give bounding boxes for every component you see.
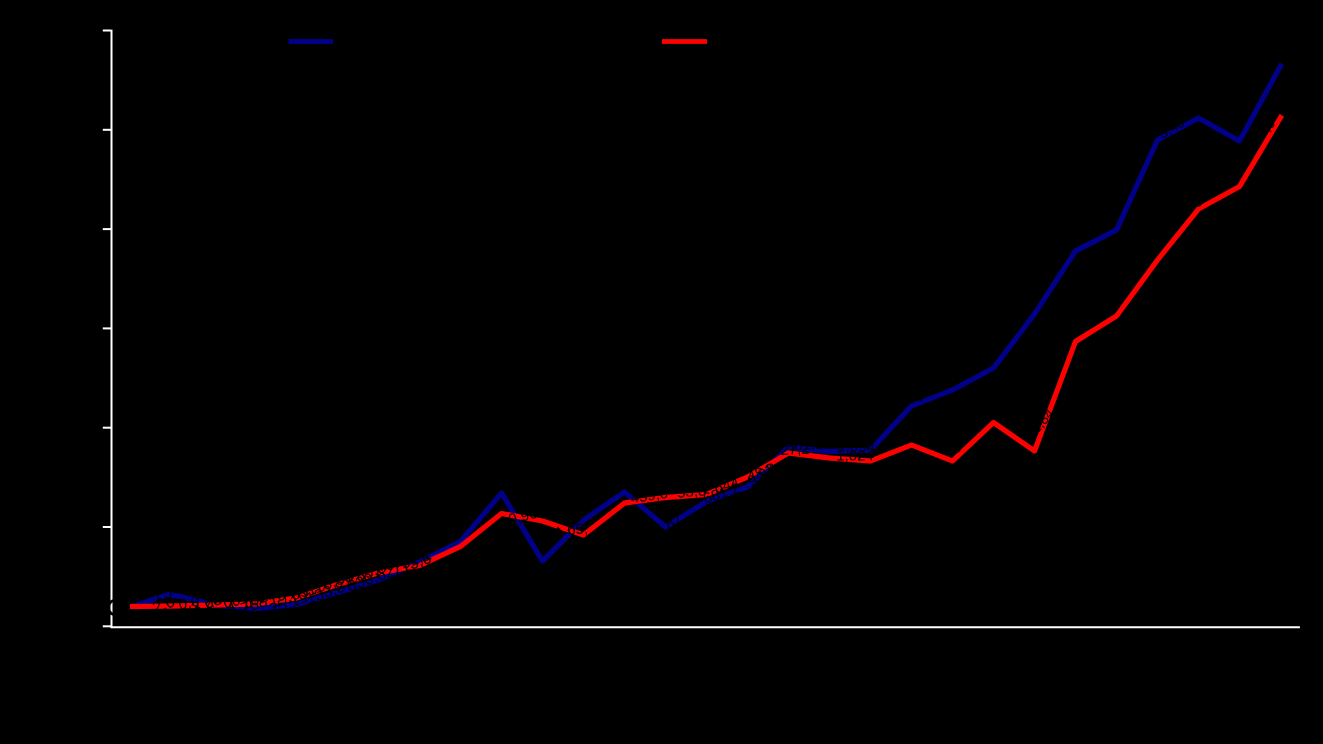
svg-text:1,024: 1,024 — [836, 448, 874, 465]
svg-text:981,22: 981,22 — [785, 435, 832, 454]
svg-text:1,094: 1,094 — [837, 438, 875, 456]
svg-text:00: 00 — [222, 592, 242, 613]
svg-text:644: 644 — [712, 474, 741, 497]
svg-text:459,0: 459,0 — [630, 485, 670, 507]
svg-text:927,2: 927,2 — [772, 441, 810, 460]
svg-text:0,96: 0,96 — [507, 505, 539, 529]
svg-text:53,8: 53,8 — [676, 482, 707, 501]
svg-text:2,0: 2,0 — [151, 593, 178, 617]
svg-text:87: 87 — [663, 511, 686, 534]
svg-text:65,: 65, — [567, 520, 589, 538]
svg-text:1,7: 1,7 — [151, 582, 178, 606]
svg-text:0,0: 0,0 — [177, 593, 201, 614]
